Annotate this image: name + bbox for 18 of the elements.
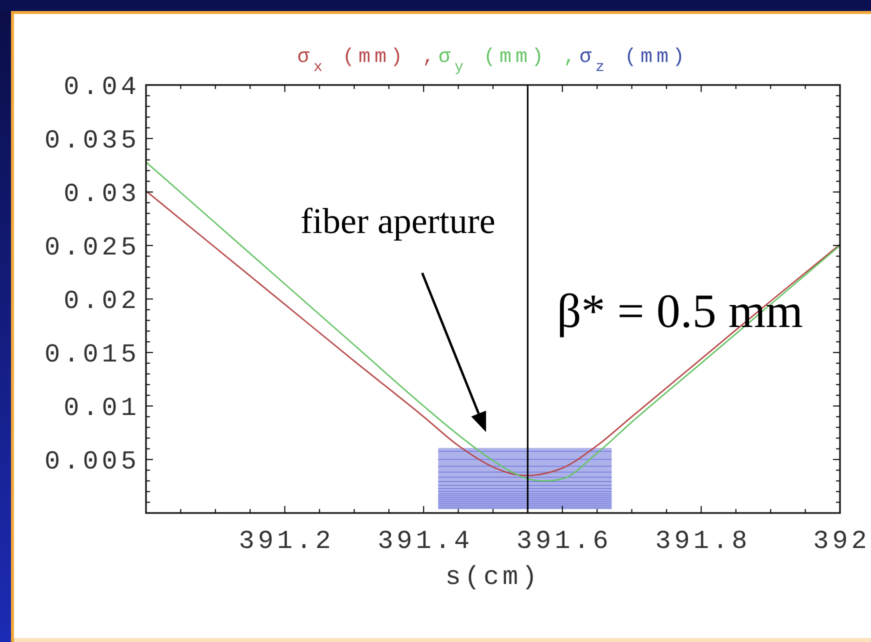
text: σ$_{y}$ (mm) , — [438, 46, 580, 76]
y-tick-label: 0.025 — [44, 232, 140, 262]
annotation: fiber aperture — [300, 201, 496, 242]
x-tick-label: 391.8 — [655, 526, 751, 556]
x-tick-label: 391.6 — [516, 526, 612, 556]
y-tick-label: 0.02 — [64, 286, 140, 316]
x-tick-label: 391.4 — [378, 526, 474, 556]
x-tick-label: 391.2 — [238, 526, 334, 556]
y-tick-label: 0.04 — [64, 72, 140, 102]
y-tick-label: 0.03 — [64, 179, 140, 209]
legend-label: σ$_{z}$ (mm) — [580, 46, 689, 76]
y-tick-label: 0.01 — [64, 393, 140, 423]
x-axis-title: s(cm) — [445, 562, 541, 592]
y-tick-label: 0.005 — [44, 446, 140, 476]
x-tick-label: 392 — [813, 526, 870, 556]
y-tick-label: 0.015 — [44, 340, 140, 370]
text: σ$_{x}$ (mm) , — [297, 46, 438, 76]
y-tick-label: 0.035 — [44, 126, 140, 156]
